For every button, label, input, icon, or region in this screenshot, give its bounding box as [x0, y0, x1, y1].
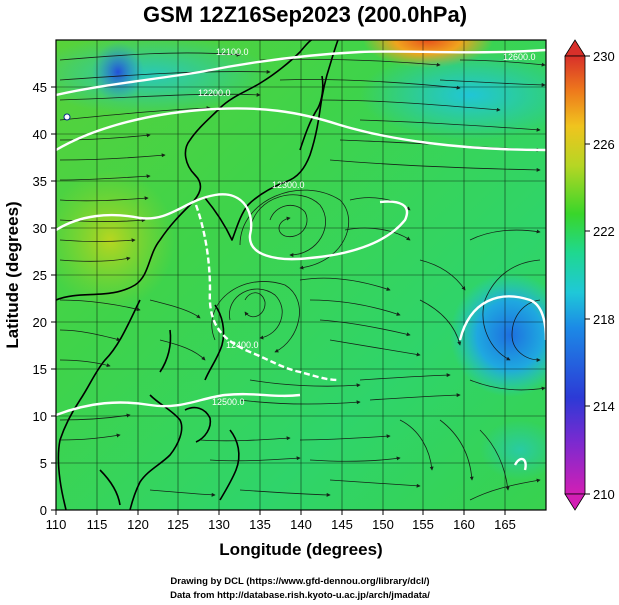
colorbar-top-arrow — [564, 39, 586, 57]
x-axis-label: Longitude (degrees) — [219, 540, 382, 559]
colorbar-gradient — [564, 55, 586, 495]
y-axis: 0 5 10 15 20 25 30 35 40 45 Latitude (de… — [3, 80, 56, 518]
y-tick-label: 40 — [33, 127, 47, 142]
coastlines — [56, 40, 339, 510]
x-tick-label: 125 — [167, 517, 189, 532]
x-axis: 110 115 120 125 130 135 140 145 150 155 … — [46, 510, 516, 559]
y-tick-label: 5 — [40, 456, 47, 471]
x-tick-label: 120 — [127, 517, 149, 532]
contour-label-e: 12500.0 — [212, 397, 245, 407]
y-axis-label: Latitude (degrees) — [3, 201, 22, 348]
credit-data: Data from http://database.rish.kyoto-u.a… — [170, 590, 430, 601]
contour-label-a: 12100.0 — [216, 47, 249, 57]
grid-lines — [56, 40, 546, 510]
map-title: GSM 12Z16Sep2023 (200.0hPa) — [143, 2, 467, 27]
x-tick-label: 140 — [290, 517, 312, 532]
x-tick-label: 165 — [494, 517, 516, 532]
colorbar-tick-label: 214 — [593, 399, 615, 414]
contour-label-c: 12300.0 — [272, 180, 305, 190]
field-low-east — [450, 273, 546, 397]
y-tick-label: 25 — [33, 268, 47, 283]
plot-area: 12100.0 12200.0 12300.0 12400.0 12500.0 … — [56, 40, 546, 510]
y-tick-label: 45 — [33, 80, 47, 95]
x-tick-label: 145 — [331, 517, 353, 532]
x-tick-label: 150 — [372, 517, 394, 532]
station-marker — [63, 113, 71, 121]
field-cyan-band-north — [360, 50, 546, 140]
y-tick-label: 35 — [33, 174, 47, 189]
y-tick-label: 30 — [33, 221, 47, 236]
colorbar: 210 214 218 222 226 230 — [564, 39, 615, 511]
colorbar-tick-label: 226 — [593, 137, 615, 152]
field-cyan-south — [480, 420, 546, 480]
y-tick-label: 10 — [33, 409, 47, 424]
colorbar-tick-label: 222 — [593, 224, 615, 239]
credit-drawing: Drawing by DCL (https://www.gfd-dennou.o… — [170, 576, 429, 587]
x-tick-label: 110 — [46, 517, 67, 532]
colorbar-tick-label: 230 — [593, 49, 615, 64]
field-low-nw — [92, 42, 144, 102]
height-contours — [56, 48, 546, 471]
colorbar-tick-label: 210 — [593, 487, 615, 502]
colorbar-tick-label: 218 — [593, 312, 615, 327]
y-tick-label: 15 — [33, 362, 47, 377]
x-tick-label: 135 — [249, 517, 271, 532]
contour-labels: 12100.0 12200.0 12300.0 12400.0 12500.0 … — [198, 47, 536, 407]
y-tick-label: 0 — [40, 503, 47, 518]
contour-label-f: 12600.0 — [503, 52, 536, 62]
x-tick-label: 155 — [412, 517, 434, 532]
y-tick-label: 20 — [33, 315, 47, 330]
colorbar-bottom-arrow — [564, 493, 586, 511]
contour-label-b: 12200.0 — [198, 88, 231, 98]
x-tick-label: 130 — [208, 517, 230, 532]
x-tick-label: 115 — [87, 517, 108, 532]
contour-label-d: 12400.0 — [226, 340, 259, 350]
x-tick-label: 160 — [453, 517, 475, 532]
